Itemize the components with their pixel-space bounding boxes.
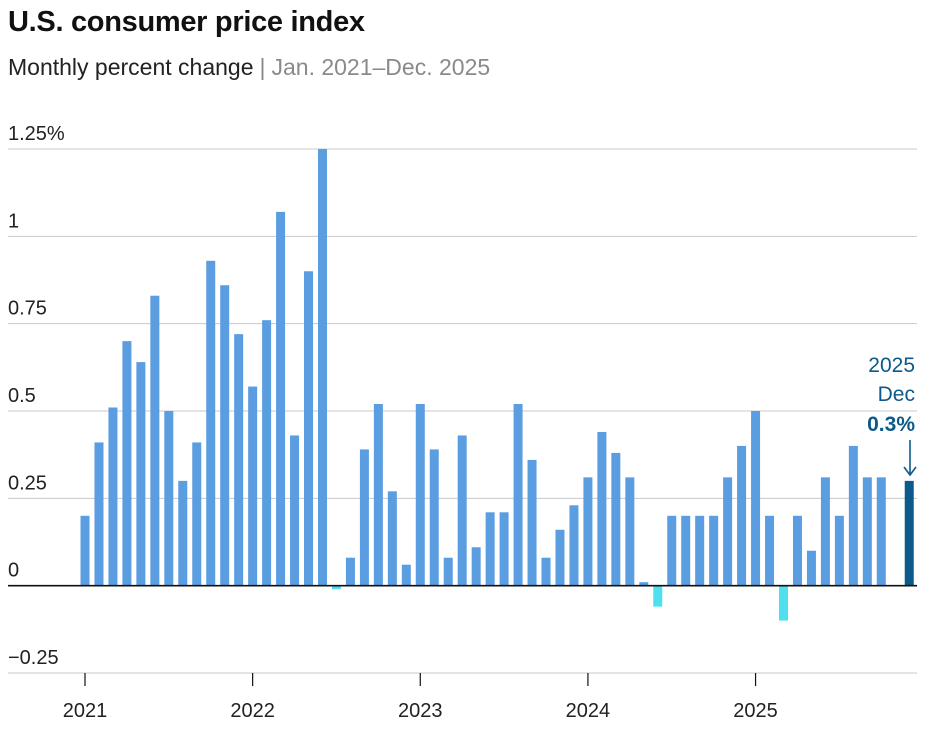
bar (737, 445, 747, 586)
bar (108, 407, 118, 586)
bar (485, 512, 495, 586)
subtitle-date-range: Jan. 2021–Dec. 2025 (271, 54, 491, 80)
bar (345, 557, 355, 586)
bars (80, 149, 914, 621)
bar (401, 564, 411, 586)
bar (415, 404, 425, 586)
bar (317, 149, 327, 586)
bar (597, 431, 607, 586)
bar (164, 411, 174, 586)
x-tick-label: 2022 (230, 700, 275, 722)
bar (820, 477, 830, 586)
bar (80, 515, 90, 586)
annotation-year: 2025 (868, 354, 915, 377)
bar (695, 515, 705, 586)
bar (276, 211, 286, 586)
bar (457, 435, 467, 586)
x-tick-label: 2021 (63, 700, 108, 722)
y-tick-label: −0.25 (8, 647, 59, 669)
bar (136, 362, 146, 586)
y-tick-label: 0.75 (8, 298, 47, 320)
bar (625, 477, 635, 586)
bar (122, 341, 132, 586)
x-axis: 2021 2022 2023 2024 2025 (8, 584, 917, 722)
bar (248, 386, 258, 586)
bar (834, 515, 844, 586)
bar (220, 285, 230, 586)
y-tick-label: 0.5 (8, 385, 36, 407)
bar (779, 585, 788, 621)
y-tick-label: 0 (8, 560, 19, 582)
bar (499, 512, 509, 586)
bar (876, 477, 886, 586)
bar (904, 480, 914, 586)
x-tick-label: 2025 (733, 700, 778, 722)
x-tick-label: 2023 (398, 700, 443, 722)
annotation-month: Dec (878, 383, 915, 406)
bar (331, 585, 341, 590)
chart-title: U.S. consumer price index (8, 6, 365, 38)
bar (848, 445, 858, 586)
bar (443, 557, 453, 586)
bar (234, 334, 244, 586)
bar (206, 260, 216, 586)
bar (373, 404, 383, 586)
bar (527, 459, 537, 586)
subtitle-main: Monthly percent change (8, 54, 254, 80)
bar (639, 582, 649, 586)
y-tick-label: 1.25% (8, 123, 65, 145)
bar (569, 505, 579, 586)
bar (583, 477, 593, 586)
bar (94, 442, 104, 586)
y-tick-label: 1 (8, 210, 19, 232)
bar (555, 529, 565, 586)
annotation-arrow-icon (903, 440, 917, 477)
bar (751, 411, 761, 586)
bar (359, 449, 369, 586)
bar (192, 442, 202, 586)
bar (765, 515, 775, 586)
bar (387, 491, 397, 586)
bar (513, 404, 523, 586)
bar (709, 515, 719, 586)
bar (792, 515, 802, 586)
latest-value-annotation: 2025 Dec 0.3% (867, 354, 917, 477)
bar (723, 477, 733, 586)
bar (681, 515, 691, 586)
subtitle-separator: | (259, 54, 266, 80)
chart-subtitle: Monthly percent change | Jan. 2021–Dec. 20… (8, 54, 490, 81)
bar (429, 449, 439, 586)
bar (471, 547, 481, 586)
bar (262, 320, 272, 586)
annotation-value: 0.3% (867, 413, 915, 436)
bar (541, 557, 551, 586)
bar (178, 480, 188, 586)
bar (290, 435, 300, 586)
bar (806, 550, 816, 586)
bar (653, 585, 663, 607)
bar (862, 477, 872, 586)
bar (304, 271, 314, 586)
x-tick-label: 2024 (566, 700, 611, 722)
bar (667, 515, 677, 586)
y-tick-label: 0.25 (8, 472, 47, 494)
bar (150, 295, 160, 586)
bar (611, 452, 621, 586)
